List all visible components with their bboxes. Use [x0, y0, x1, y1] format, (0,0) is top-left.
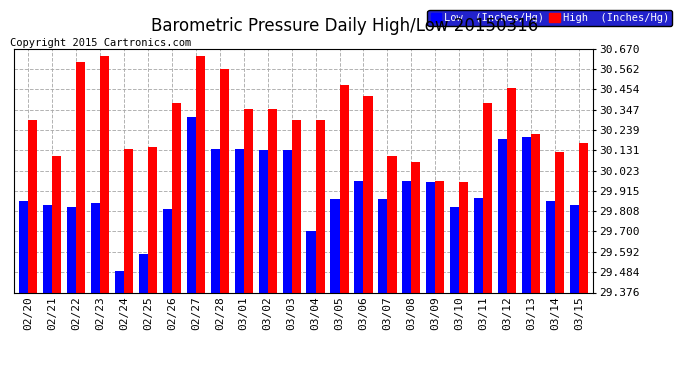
- Bar: [364, 96, 373, 292]
- Bar: [387, 156, 397, 292]
- Bar: [28, 120, 37, 292]
- Bar: [210, 148, 220, 292]
- Text: Barometric Pressure Daily High/Low 20150316: Barometric Pressure Daily High/Low 20150…: [151, 17, 539, 35]
- Bar: [67, 207, 76, 292]
- Text: Copyright 2015 Cartronics.com: Copyright 2015 Cartronics.com: [10, 38, 192, 48]
- Bar: [91, 203, 100, 292]
- Bar: [52, 156, 61, 292]
- Bar: [426, 183, 435, 292]
- Bar: [282, 150, 292, 292]
- Bar: [411, 162, 420, 292]
- Bar: [19, 201, 28, 292]
- Bar: [268, 109, 277, 292]
- Bar: [450, 207, 460, 292]
- Bar: [460, 183, 469, 292]
- Bar: [244, 109, 253, 292]
- Bar: [522, 137, 531, 292]
- Bar: [546, 201, 555, 292]
- Bar: [339, 84, 348, 292]
- Bar: [76, 62, 85, 292]
- Bar: [235, 148, 244, 292]
- Bar: [306, 231, 315, 292]
- Legend: Low  (Inches/Hg), High  (Inches/Hg): Low (Inches/Hg), High (Inches/Hg): [427, 10, 672, 26]
- Bar: [187, 117, 196, 292]
- Bar: [315, 120, 325, 292]
- Bar: [259, 150, 268, 292]
- Bar: [115, 271, 124, 292]
- Bar: [402, 181, 411, 292]
- Bar: [435, 181, 444, 292]
- Bar: [570, 205, 579, 292]
- Bar: [579, 143, 588, 292]
- Bar: [196, 56, 205, 292]
- Bar: [378, 200, 387, 292]
- Bar: [474, 198, 483, 292]
- Bar: [331, 200, 339, 292]
- Bar: [172, 104, 181, 292]
- Bar: [124, 148, 133, 292]
- Bar: [507, 88, 516, 292]
- Bar: [555, 152, 564, 292]
- Bar: [531, 134, 540, 292]
- Bar: [163, 209, 172, 292]
- Bar: [100, 56, 109, 292]
- Bar: [43, 205, 52, 292]
- Bar: [220, 69, 229, 292]
- Bar: [148, 147, 157, 292]
- Bar: [139, 254, 148, 292]
- Bar: [498, 139, 507, 292]
- Bar: [483, 104, 493, 292]
- Bar: [355, 181, 364, 292]
- Bar: [292, 120, 301, 292]
